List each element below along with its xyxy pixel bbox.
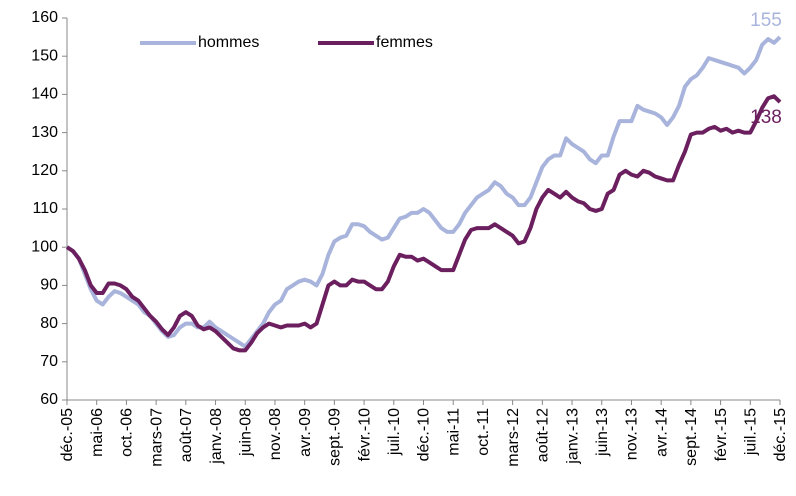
x-tick-label: avr.-09 [297,408,314,457]
x-tick-label: août-12 [535,408,552,462]
y-tick-label: 90 [40,277,58,294]
y-tick-label: 60 [40,391,58,408]
x-tick-label: déc.-15 [772,408,789,461]
y-tick-label: 100 [31,238,58,255]
x-tick-label: févr.-15 [713,408,730,461]
x-tick-label: mars-07 [148,408,165,467]
y-tick-label: 130 [31,124,58,141]
x-tick-label: sept.-09 [327,408,344,466]
x-tick-label: mai-06 [89,408,106,457]
x-tick-label: nov.-08 [267,408,284,460]
x-tick-label: avr.-14 [653,408,670,457]
y-tick-label: 150 [31,47,58,64]
series-line [65,35,782,349]
x-tick-label: juil.-10 [386,408,403,456]
x-tick-label: juin-13 [594,408,611,457]
series-line [65,94,782,353]
x-tick-label: mars-12 [505,408,522,467]
y-tick-label: 80 [40,315,58,332]
data-label: 138 [750,107,782,128]
x-tick-label: oct.-06 [119,408,136,457]
x-tick-label: juil.-15 [743,408,760,456]
x-tick-label: févr.-10 [356,408,373,461]
x-tick-label: sept.-14 [683,408,700,466]
x-tick-label: août-07 [178,408,195,462]
x-tick-label: janv.-08 [208,408,225,465]
y-tick-label: 120 [31,162,58,179]
x-tick-label: mai-11 [445,408,462,456]
y-tick-label: 70 [40,353,58,370]
y-tick-label: 110 [32,200,58,217]
y-tick-label: 160 [31,9,58,26]
legend-label: hommes [198,34,259,51]
x-tick-label: nov.-13 [624,408,641,460]
y-tick-label: 140 [31,86,58,103]
x-tick-label: déc.-05 [59,408,76,461]
x-tick-label: juin-08 [237,408,254,457]
x-tick-label: déc.-10 [416,408,433,461]
x-tick-label: janv.-13 [564,408,581,465]
legend-label: femmes [376,34,433,51]
x-tick-label: oct.-11 [475,408,492,456]
data-label: 155 [750,10,782,31]
